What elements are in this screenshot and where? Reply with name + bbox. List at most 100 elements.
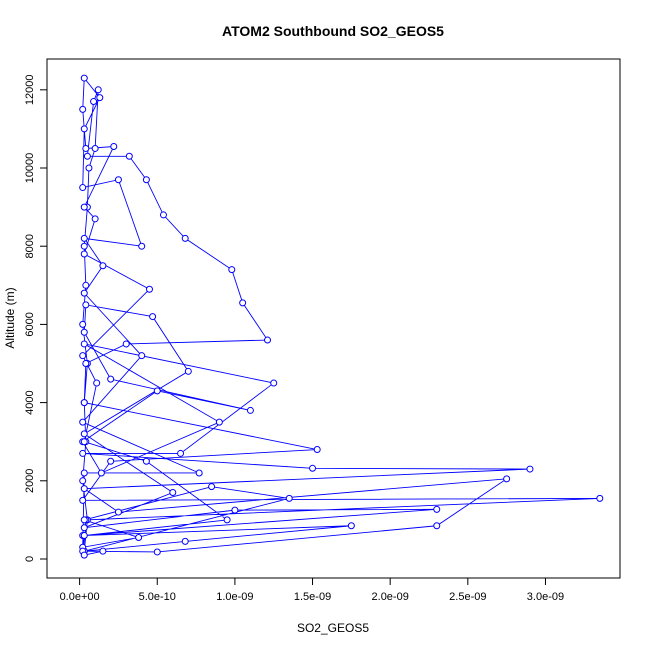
data-point [110, 143, 118, 151]
data-point [80, 524, 88, 532]
data-point [347, 522, 355, 530]
data-point [177, 449, 185, 457]
data-point [97, 469, 105, 477]
data-point [246, 406, 254, 414]
data-point [93, 379, 101, 387]
data-point [80, 551, 88, 559]
y-axis-label: Altitude (m) [3, 287, 17, 348]
y-tick-label: 10000 [24, 153, 36, 184]
data-point [80, 430, 88, 438]
data-point [181, 537, 189, 545]
data-point [264, 336, 272, 344]
x-tick-label: 1.0e-09 [216, 591, 253, 603]
y-tick-label: 4000 [24, 390, 36, 414]
data-point [90, 98, 98, 106]
data-point [309, 464, 317, 472]
data-point [80, 516, 88, 524]
y-tick-label: 8000 [24, 234, 36, 258]
data-point [142, 457, 150, 465]
data-point [82, 281, 90, 289]
data-point [107, 375, 115, 383]
data-point [80, 485, 88, 493]
data-point [125, 152, 133, 160]
data-point [208, 483, 216, 491]
x-tick-label: 5.0e-10 [139, 591, 176, 603]
data-point [80, 328, 88, 336]
data-point [80, 469, 88, 477]
data-point [91, 144, 99, 152]
data-point [79, 449, 87, 457]
data-point [79, 320, 87, 328]
data-point [80, 289, 88, 297]
data-point [80, 438, 88, 446]
data-point [80, 203, 88, 211]
x-axis-label: SO2_GEOS5 [297, 621, 369, 635]
data-point [80, 125, 88, 133]
x-tick-label: 2.0e-09 [372, 591, 409, 603]
data-point [138, 242, 146, 250]
y-tick-label: 12000 [24, 75, 36, 106]
data-point [80, 340, 88, 348]
data-point [313, 446, 321, 454]
data-point [142, 176, 150, 184]
data-point [80, 532, 88, 540]
y-tick-label: 0 [24, 556, 36, 562]
plot-frame [46, 58, 621, 579]
data-point [228, 266, 236, 274]
data-line [81, 76, 600, 556]
data-point [79, 352, 87, 360]
data-point [239, 299, 247, 307]
data-point [153, 387, 161, 395]
data-point [433, 522, 441, 530]
data-point [114, 508, 122, 516]
data-point [503, 475, 511, 483]
data-point [270, 379, 278, 387]
data-point [82, 144, 90, 152]
x-tick-label: 2.5e-09 [449, 591, 486, 603]
data-point [85, 164, 93, 172]
data-point [145, 285, 153, 293]
data-point [91, 215, 99, 223]
data-point [82, 360, 90, 368]
data-point [181, 234, 189, 242]
data-point [83, 152, 91, 160]
data-point [215, 418, 223, 426]
data-point [122, 340, 130, 348]
data-point [169, 489, 177, 497]
data-point [99, 262, 107, 270]
data-point [80, 242, 88, 250]
x-tick-label: 3.0e-09 [527, 591, 564, 603]
data-point [223, 516, 231, 524]
data-point [79, 496, 87, 504]
data-point [94, 86, 102, 94]
y-tick-label: 2000 [24, 469, 36, 493]
data-point [79, 418, 87, 426]
data-point [96, 94, 104, 102]
data-point [79, 105, 87, 113]
data-point [195, 469, 203, 477]
data-point [80, 234, 88, 242]
chart-title: ATOM2 Southbound SO2_GEOS5 [222, 23, 444, 39]
data-point [433, 505, 441, 513]
x-tick-label: 1.5e-09 [294, 591, 331, 603]
data-point [80, 399, 88, 407]
data-point [526, 465, 534, 473]
data-point [596, 494, 604, 502]
data-point [107, 457, 115, 465]
data-point [114, 176, 122, 184]
data-point [159, 211, 167, 219]
data-point [184, 367, 192, 375]
data-point [80, 250, 88, 258]
data-point [82, 301, 90, 309]
data-point [79, 477, 87, 485]
data-point [138, 352, 146, 360]
data-point [285, 494, 293, 502]
data-point [153, 548, 161, 556]
data-point [99, 547, 107, 555]
data-point [135, 533, 143, 541]
data-point [80, 74, 88, 82]
data-point [149, 313, 157, 321]
x-tick-label: 0.0e+00 [60, 591, 100, 603]
y-tick-label: 6000 [24, 312, 36, 336]
